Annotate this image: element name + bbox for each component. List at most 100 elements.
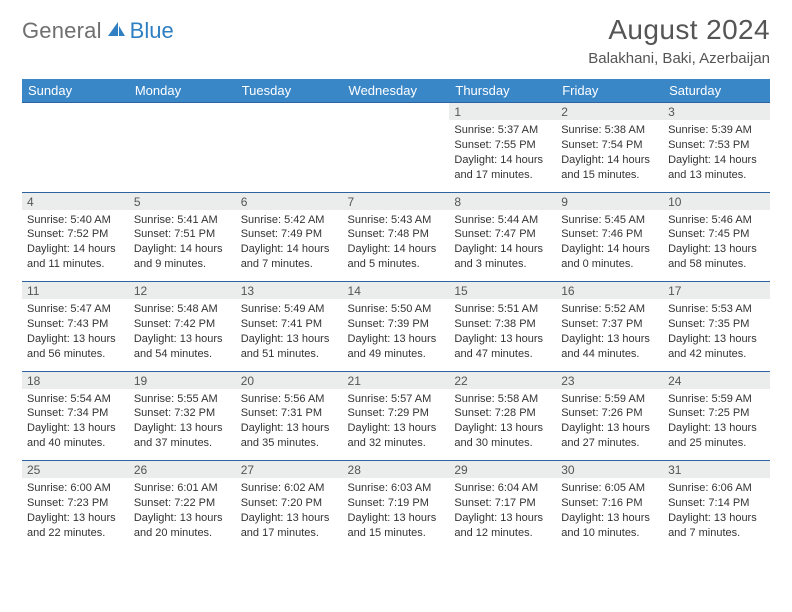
daylight-line: Daylight: 13 hours and 49 minutes. xyxy=(348,332,445,362)
day-content-cell xyxy=(236,120,343,192)
day-number-row: 123 xyxy=(22,103,770,121)
sunset-line: Sunset: 7:41 PM xyxy=(241,317,338,332)
sunset-line: Sunset: 7:52 PM xyxy=(27,227,124,242)
weekday-header: Wednesday xyxy=(343,79,450,103)
daylight-line: Daylight: 13 hours and 54 minutes. xyxy=(134,332,231,362)
day-content-cell: Sunrise: 5:54 AMSunset: 7:34 PMDaylight:… xyxy=(22,389,129,461)
day-content-cell: Sunrise: 5:49 AMSunset: 7:41 PMDaylight:… xyxy=(236,299,343,371)
daylight-line: Daylight: 14 hours and 0 minutes. xyxy=(561,242,658,272)
sunset-line: Sunset: 7:19 PM xyxy=(348,496,445,511)
day-number-cell: 9 xyxy=(556,192,663,210)
sunrise-line: Sunrise: 5:50 AM xyxy=(348,302,445,317)
sunrise-line: Sunrise: 5:54 AM xyxy=(27,392,124,407)
day-content-cell: Sunrise: 5:37 AMSunset: 7:55 PMDaylight:… xyxy=(449,120,556,192)
page-header: General Blue August 2024 Balakhani, Baki… xyxy=(22,14,770,67)
sunrise-line: Sunrise: 5:49 AM xyxy=(241,302,338,317)
sunset-line: Sunset: 7:37 PM xyxy=(561,317,658,332)
daylight-line: Daylight: 14 hours and 5 minutes. xyxy=(348,242,445,272)
day-number-cell: 31 xyxy=(663,461,770,479)
sunrise-line: Sunrise: 5:42 AM xyxy=(241,213,338,228)
day-content-cell: Sunrise: 5:38 AMSunset: 7:54 PMDaylight:… xyxy=(556,120,663,192)
sunrise-line: Sunrise: 5:59 AM xyxy=(668,392,765,407)
day-number-cell: 4 xyxy=(22,192,129,210)
brand-word-2: Blue xyxy=(130,18,174,44)
day-number-cell: 28 xyxy=(343,461,450,479)
daylight-line: Daylight: 13 hours and 44 minutes. xyxy=(561,332,658,362)
day-number-cell xyxy=(22,103,129,121)
day-number-cell: 10 xyxy=(663,192,770,210)
day-number-cell: 12 xyxy=(129,282,236,300)
day-content-cell: Sunrise: 6:00 AMSunset: 7:23 PMDaylight:… xyxy=(22,478,129,550)
sunset-line: Sunset: 7:43 PM xyxy=(27,317,124,332)
day-content-cell: Sunrise: 5:51 AMSunset: 7:38 PMDaylight:… xyxy=(449,299,556,371)
sunrise-line: Sunrise: 5:40 AM xyxy=(27,213,124,228)
sunrise-line: Sunrise: 5:43 AM xyxy=(348,213,445,228)
day-content-row: Sunrise: 5:40 AMSunset: 7:52 PM Daylight:… xyxy=(22,210,770,282)
daylight-line: Daylight: 13 hours and 30 minutes. xyxy=(454,421,551,451)
day-number-cell: 3 xyxy=(663,103,770,121)
sunrise-line: Sunrise: 5:48 AM xyxy=(134,302,231,317)
daylight-line: Daylight: 14 hours and 13 minutes. xyxy=(668,153,765,183)
sunrise-line: Sunrise: 6:06 AM xyxy=(668,481,765,496)
sunrise-line: Sunrise: 6:03 AM xyxy=(348,481,445,496)
sunrise-line: Sunrise: 6:02 AM xyxy=(241,481,338,496)
daylight-line: Daylight: 13 hours and 32 minutes. xyxy=(348,421,445,451)
sunrise-line: Sunrise: 5:39 AM xyxy=(668,123,765,138)
daylight-line: Daylight: 14 hours and 9 minutes. xyxy=(134,242,231,272)
calendar-table: Sunday Monday Tuesday Wednesday Thursday… xyxy=(22,79,770,550)
day-content-cell: Sunrise: 5:39 AMSunset: 7:53 PMDaylight:… xyxy=(663,120,770,192)
daylight-line: Daylight: 13 hours and 20 minutes. xyxy=(134,511,231,541)
brand-word-1: General xyxy=(22,18,102,44)
day-content-cell: Sunrise: 5:45 AMSunset: 7:46 PMDaylight:… xyxy=(556,210,663,282)
sunrise-line: Sunrise: 5:52 AM xyxy=(561,302,658,317)
sunset-line: Sunset: 7:54 PM xyxy=(561,138,658,153)
day-content-cell: Sunrise: 6:03 AMSunset: 7:19 PMDaylight:… xyxy=(343,478,450,550)
day-number-row: 25262728293031 xyxy=(22,461,770,479)
day-number-cell xyxy=(343,103,450,121)
day-content-cell: Sunrise: 5:57 AMSunset: 7:29 PMDaylight:… xyxy=(343,389,450,461)
day-number-cell: 25 xyxy=(22,461,129,479)
daylight-line: Daylight: 14 hours and 15 minutes. xyxy=(561,153,658,183)
day-content-cell: Sunrise: 5:50 AMSunset: 7:39 PMDaylight:… xyxy=(343,299,450,371)
day-number-cell: 8 xyxy=(449,192,556,210)
day-number-cell: 7 xyxy=(343,192,450,210)
sunset-line: Sunset: 7:51 PM xyxy=(134,227,231,242)
weekday-header: Thursday xyxy=(449,79,556,103)
daylight-line: Daylight: 13 hours and 56 minutes. xyxy=(27,332,124,362)
day-content-cell: Sunrise: 5:47 AMSunset: 7:43 PMDaylight:… xyxy=(22,299,129,371)
sunrise-line: Sunrise: 5:37 AM xyxy=(454,123,551,138)
day-content-cell: Sunrise: 5:59 AMSunset: 7:25 PMDaylight:… xyxy=(663,389,770,461)
day-number-cell: 29 xyxy=(449,461,556,479)
sunrise-line: Sunrise: 6:04 AM xyxy=(454,481,551,496)
sunset-line: Sunset: 7:48 PM xyxy=(348,227,445,242)
sunset-line: Sunset: 7:26 PM xyxy=(561,406,658,421)
day-content-cell: Sunrise: 5:59 AMSunset: 7:26 PMDaylight:… xyxy=(556,389,663,461)
daylight-line: Daylight: 13 hours and 51 minutes. xyxy=(241,332,338,362)
day-content-row: Sunrise: 5:37 AMSunset: 7:55 PM Daylight:… xyxy=(22,120,770,192)
sunset-line: Sunset: 7:42 PM xyxy=(134,317,231,332)
brand-logo: General Blue xyxy=(22,18,174,44)
sunset-line: Sunset: 7:28 PM xyxy=(454,406,551,421)
sunset-line: Sunset: 7:55 PM xyxy=(454,138,551,153)
location-text: Balakhani, Baki, Azerbaijan xyxy=(588,50,770,67)
day-content-cell: Sunrise: 5:56 AMSunset: 7:31 PMDaylight:… xyxy=(236,389,343,461)
daylight-line: Daylight: 13 hours and 22 minutes. xyxy=(27,511,124,541)
day-number-cell: 27 xyxy=(236,461,343,479)
sunset-line: Sunset: 7:47 PM xyxy=(454,227,551,242)
day-content-row: Sunrise: 6:00 AMSunset: 7:23 PMDaylight:… xyxy=(22,478,770,550)
day-number-cell: 23 xyxy=(556,371,663,389)
sunset-line: Sunset: 7:46 PM xyxy=(561,227,658,242)
weekday-header-row: Sunday Monday Tuesday Wednesday Thursday… xyxy=(22,79,770,103)
sunset-line: Sunset: 7:31 PM xyxy=(241,406,338,421)
sunrise-line: Sunrise: 5:41 AM xyxy=(134,213,231,228)
daylight-line: Daylight: 13 hours and 17 minutes. xyxy=(241,511,338,541)
day-number-cell: 19 xyxy=(129,371,236,389)
sunset-line: Sunset: 7:34 PM xyxy=(27,406,124,421)
daylight-line: Daylight: 13 hours and 7 minutes. xyxy=(668,511,765,541)
day-content-cell: Sunrise: 6:02 AMSunset: 7:20 PMDaylight:… xyxy=(236,478,343,550)
weekday-header: Sunday xyxy=(22,79,129,103)
sunset-line: Sunset: 7:16 PM xyxy=(561,496,658,511)
sunrise-line: Sunrise: 6:01 AM xyxy=(134,481,231,496)
day-content-cell: Sunrise: 5:44 AMSunset: 7:47 PMDaylight:… xyxy=(449,210,556,282)
daylight-line: Daylight: 13 hours and 10 minutes. xyxy=(561,511,658,541)
